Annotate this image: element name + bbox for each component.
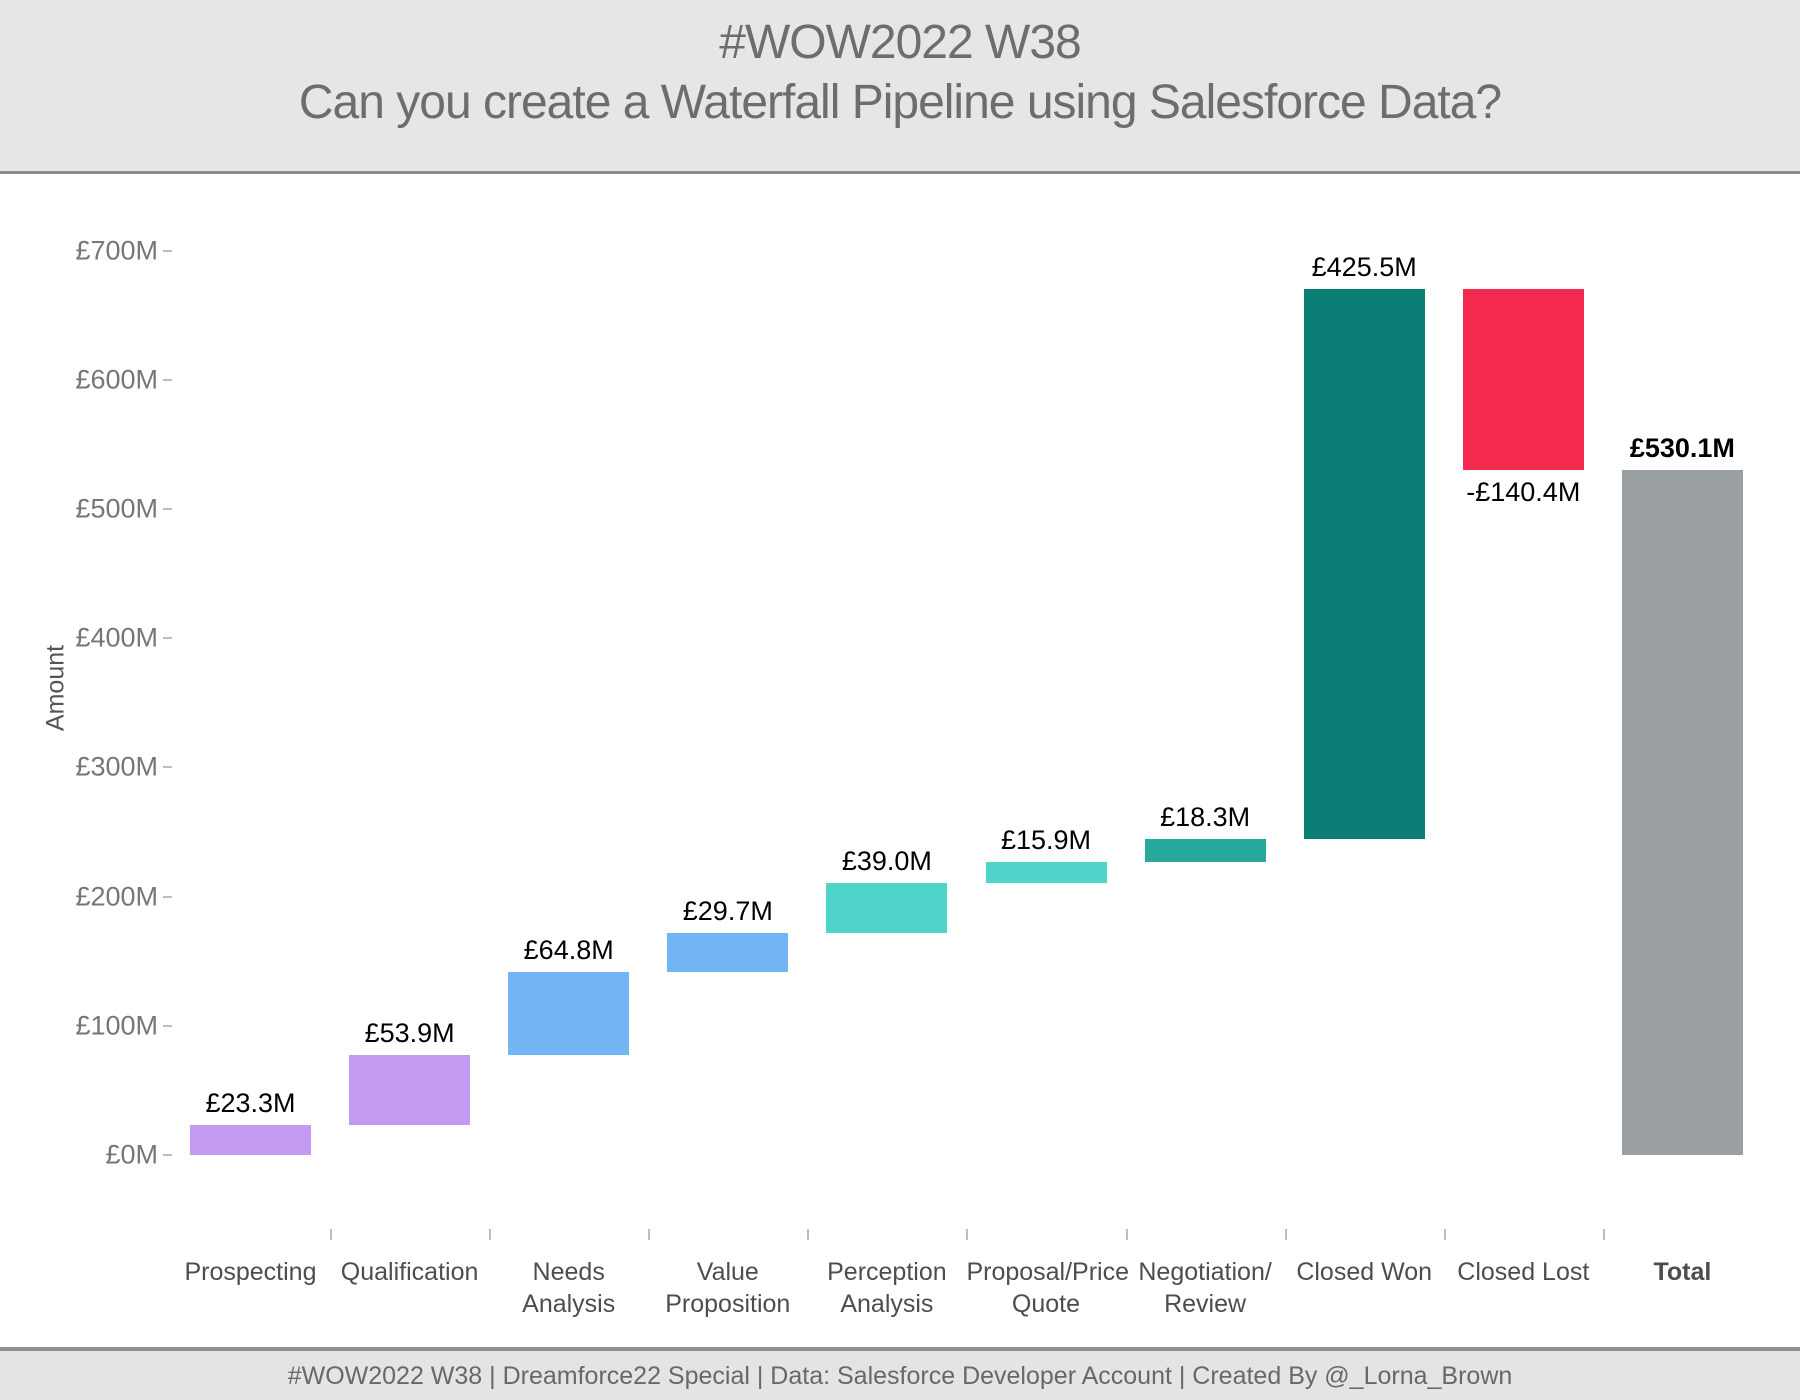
- bar-perception-analysis[interactable]: [826, 882, 948, 934]
- value-label-closed-won: £425.5M: [1311, 251, 1417, 282]
- x-axis-boundary-tick: [1602, 1229, 1605, 1240]
- dashboard-title: #WOW2022 W38: [719, 16, 1081, 69]
- y-tick-label-200m: £200M: [75, 881, 158, 912]
- x-axis-boundary-tick: [807, 1229, 810, 1240]
- x-axis-boundary-tick: [1125, 1229, 1128, 1240]
- y-tick-mark: [163, 1154, 172, 1156]
- x-axis-label-prospecting: Prospecting: [184, 1258, 317, 1286]
- y-tick-label-500m: £500M: [75, 493, 158, 524]
- bar-total[interactable]: [1621, 470, 1743, 1155]
- y-tick-label-400m: £400M: [75, 622, 158, 653]
- bar-negotiation-review[interactable]: [1144, 838, 1266, 863]
- plot-area: Amount £0M £100M £200M £300M £400M £500M £600M…: [0, 174, 1800, 1347]
- y-tick-mark: [163, 1024, 172, 1027]
- x-axis-boundary-tick: [966, 1229, 969, 1240]
- x-axis-boundary-tick: [648, 1229, 651, 1240]
- value-label-negotiation-review: £18.3M: [1160, 801, 1251, 832]
- x-axis-label-value-proposition: Value Proposition: [665, 1258, 791, 1318]
- bar-proposal-price-quote[interactable]: [985, 862, 1107, 883]
- bar-closed-lost[interactable]: [1462, 288, 1584, 471]
- y-tick-label-600m: £600M: [75, 364, 158, 395]
- y-tick-mark: [163, 766, 172, 769]
- value-label-needs-analysis: £64.8M: [523, 934, 614, 965]
- x-axis-label-needs-analysis: Needs Analysis: [522, 1258, 616, 1318]
- bar-prospecting[interactable]: [190, 1124, 311, 1155]
- y-tick-label-0m: £0M: [105, 1139, 158, 1170]
- x-axis-label-qualification: Qualification: [340, 1258, 479, 1286]
- y-axis-title: Amount: [41, 644, 70, 732]
- value-label-closed-lost: -£140.4M: [1466, 477, 1581, 508]
- bar-closed-won[interactable]: [1303, 288, 1425, 839]
- y-tick-mark: [163, 637, 172, 640]
- bar-value-proposition[interactable]: [667, 933, 789, 972]
- y-tick-mark: [163, 378, 172, 381]
- footer-caption: #WOW2022 W38 | Dreamforce22 Special | Da…: [287, 1362, 1513, 1390]
- title-band: #WOW2022 W38 Can you create a Waterfall …: [0, 0, 1800, 174]
- dashboard-subtitle: Can you create a Waterfall Pipeline usin…: [298, 76, 1502, 129]
- x-axis-label-closed-lost: Closed Lost: [1457, 1258, 1590, 1286]
- x-axis-boundary-tick: [1443, 1229, 1446, 1240]
- value-label-total: £530.1M: [1629, 433, 1735, 464]
- x-axis-boundary-tick: [489, 1229, 492, 1240]
- y-tick-mark: [163, 249, 172, 252]
- x-axis-boundary-tick: [330, 1229, 333, 1240]
- x-axis-label-perception-analysis: Perception Analysis: [827, 1258, 947, 1318]
- value-label-proposal-price-quote: £15.9M: [1000, 825, 1092, 856]
- y-tick-label-700m: £700M: [75, 235, 158, 266]
- y-tick-label-100m: £100M: [75, 1010, 158, 1041]
- bar-qualification[interactable]: [349, 1055, 471, 1125]
- x-axis-label-proposal-price-quote: Proposal/Price Quote: [966, 1258, 1130, 1318]
- value-label-value-proposition: £29.7M: [682, 896, 773, 927]
- x-axis-label-negotiation-review: Negotiation/Review: [1138, 1258, 1272, 1318]
- y-tick-label-300m: £300M: [75, 751, 158, 782]
- x-axis-label-closed-won: Closed Won: [1296, 1258, 1433, 1286]
- value-label-perception-analysis: £39.0M: [841, 845, 932, 876]
- footer-band: #WOW2022 W38 | Dreamforce22 Special | Da…: [0, 1347, 1800, 1400]
- y-tick-mark: [163, 895, 172, 898]
- value-label-qualification: £53.9M: [364, 1018, 455, 1049]
- bar-needs-analysis[interactable]: [508, 971, 630, 1056]
- x-axis-boundary-tick: [1284, 1229, 1287, 1240]
- y-tick-mark: [163, 508, 172, 511]
- x-axis-label-total: Total: [1653, 1258, 1712, 1286]
- value-label-prospecting: £23.3M: [205, 1087, 296, 1118]
